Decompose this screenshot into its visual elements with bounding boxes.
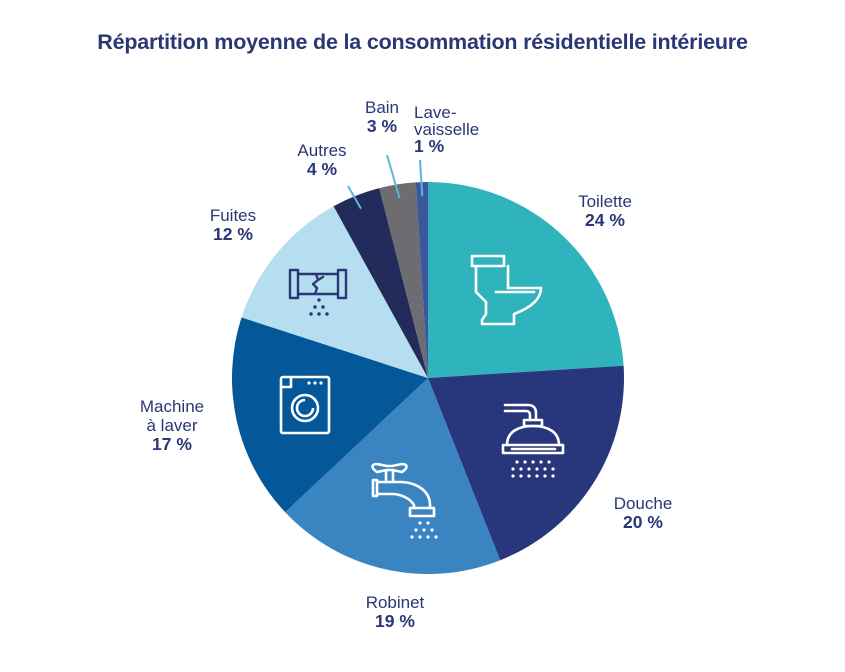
faucet-drops: [410, 521, 438, 539]
leak-drops: [309, 298, 329, 316]
leader-line-lave: [419, 159, 424, 197]
slice-name: Toilette: [578, 192, 632, 211]
pie-slice-fuites: [241, 206, 428, 378]
faucet-icon: [371, 462, 436, 518]
label-machine: Machine à laver 17 %: [122, 397, 222, 454]
slice-name: Fuites: [209, 206, 257, 225]
label-douche: Douche 20 %: [603, 494, 683, 532]
label-autres: Autres 4 %: [287, 141, 357, 179]
slice-percent: 1 %: [414, 136, 445, 156]
pie-slice-autres: [333, 188, 428, 378]
slice-name-line-1: Lave-: [414, 103, 457, 122]
slice-name: Autres: [297, 141, 347, 160]
leaking-pipe-icon: [288, 268, 348, 300]
pie-slice-bain: [379, 182, 428, 378]
shower-drops: [511, 460, 555, 478]
slice-percent: 24 %: [585, 210, 625, 230]
label-fuites: Fuites 12 %: [188, 206, 278, 244]
slice-percent: 20 %: [623, 512, 663, 532]
slice-name: Bain: [364, 98, 400, 117]
slice-name: Robinet: [365, 593, 425, 612]
shower-icon: [501, 403, 565, 455]
label-robinet: Robinet 19 %: [345, 593, 445, 631]
leader-line-autres: [347, 185, 362, 210]
slice-name: Douche: [613, 494, 673, 513]
slice-name-line-2: vaisselle: [414, 120, 480, 139]
leader-lines: [347, 154, 424, 210]
slice-name-line-2: à laver: [146, 416, 198, 435]
leader-line-bain: [386, 154, 401, 199]
washing-machine-buttons: [307, 381, 323, 385]
toilet-icon: [470, 254, 543, 326]
slice-percent: 17 %: [152, 434, 192, 454]
slice-percent: 3 %: [366, 116, 398, 136]
slice-percent: 12 %: [213, 224, 253, 244]
slice-percent: 19 %: [375, 611, 415, 631]
chart-title: Répartition moyenne de la consommation r…: [97, 30, 748, 54]
pie-slice-lave: [415, 182, 428, 378]
label-bain: Bain 3 %: [352, 98, 412, 136]
label-lave-vaisselle: Lave- vaisselle 1 %: [414, 104, 494, 155]
slice-percent: 4 %: [306, 159, 338, 179]
washing-machine-icon: [279, 375, 331, 435]
slice-name-line-1: Machine: [139, 397, 205, 416]
label-toilette: Toilette 24 %: [560, 192, 650, 230]
pie-slice-toilette: [428, 182, 624, 378]
